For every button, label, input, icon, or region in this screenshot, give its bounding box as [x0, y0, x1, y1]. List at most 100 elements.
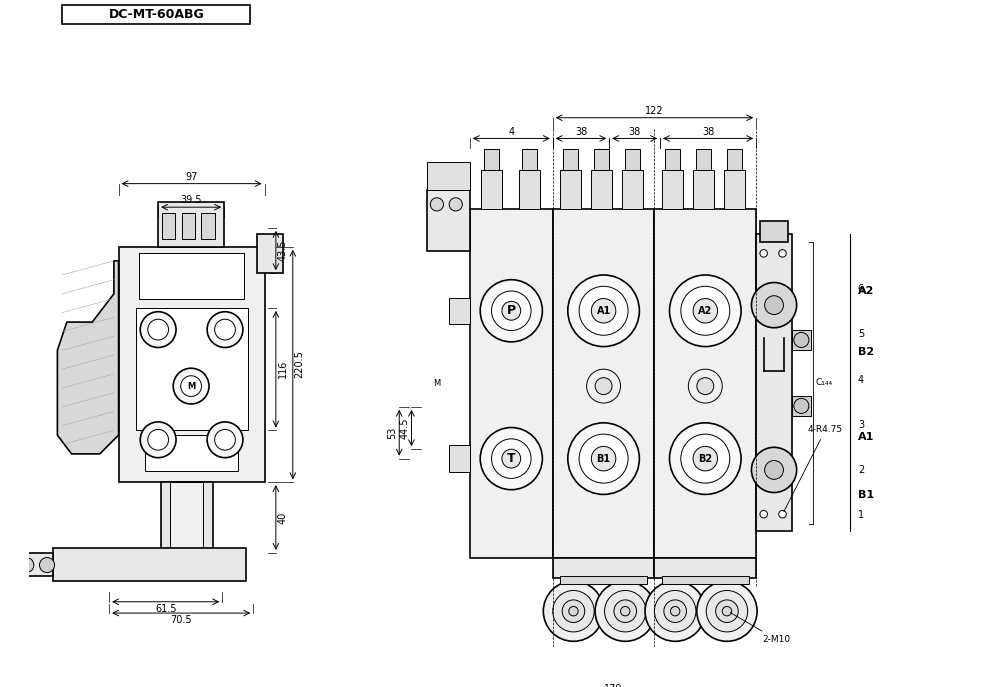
- Circle shape: [693, 299, 718, 323]
- Circle shape: [760, 510, 767, 518]
- Text: M: M: [433, 379, 441, 387]
- Bar: [792, 396, 811, 416]
- Text: 122: 122: [645, 106, 664, 116]
- Circle shape: [751, 447, 797, 493]
- Text: A2: A2: [698, 306, 712, 316]
- Circle shape: [492, 439, 531, 478]
- Circle shape: [697, 378, 714, 394]
- Text: 38: 38: [629, 126, 641, 137]
- Bar: [563, 149, 578, 170]
- Bar: [139, 254, 244, 299]
- Text: 4: 4: [858, 374, 864, 385]
- Bar: [560, 576, 647, 584]
- Circle shape: [722, 607, 732, 616]
- Bar: [665, 149, 680, 170]
- Bar: [560, 170, 581, 209]
- Circle shape: [681, 286, 730, 335]
- Circle shape: [173, 368, 209, 404]
- Circle shape: [591, 299, 616, 323]
- Circle shape: [480, 280, 542, 342]
- Circle shape: [664, 600, 686, 622]
- Bar: [470, 209, 553, 558]
- Text: A2: A2: [858, 286, 874, 296]
- Text: 44.5: 44.5: [400, 417, 410, 439]
- Circle shape: [181, 376, 201, 396]
- Bar: [522, 149, 537, 170]
- Text: 6: 6: [858, 284, 864, 294]
- Text: 38: 38: [575, 126, 587, 137]
- Circle shape: [765, 460, 783, 480]
- Circle shape: [595, 378, 612, 394]
- Circle shape: [693, 447, 718, 471]
- Circle shape: [215, 319, 235, 340]
- Circle shape: [670, 607, 680, 616]
- Circle shape: [502, 449, 521, 468]
- Text: 2: 2: [858, 465, 864, 475]
- Circle shape: [543, 581, 604, 642]
- Bar: [449, 445, 470, 472]
- Bar: [792, 330, 811, 350]
- Circle shape: [480, 427, 542, 490]
- Bar: [654, 209, 756, 558]
- Circle shape: [502, 302, 521, 320]
- Circle shape: [697, 581, 757, 642]
- Bar: [427, 190, 470, 251]
- Bar: [427, 162, 470, 190]
- Text: B2: B2: [698, 453, 712, 464]
- Bar: [756, 234, 792, 531]
- Circle shape: [39, 558, 55, 572]
- Text: 179: 179: [604, 684, 622, 687]
- Text: B2: B2: [858, 347, 874, 357]
- Bar: [257, 234, 283, 273]
- Circle shape: [569, 607, 578, 616]
- Bar: [162, 213, 175, 239]
- Bar: [201, 213, 215, 239]
- Circle shape: [215, 429, 235, 450]
- Circle shape: [605, 590, 646, 632]
- Bar: [591, 170, 612, 209]
- Circle shape: [779, 510, 786, 518]
- Circle shape: [148, 319, 169, 340]
- Circle shape: [568, 275, 639, 346]
- Circle shape: [587, 369, 621, 403]
- Text: 5: 5: [858, 329, 864, 339]
- Text: 39.5: 39.5: [180, 195, 202, 205]
- Circle shape: [670, 423, 741, 495]
- Circle shape: [553, 590, 594, 632]
- Circle shape: [794, 398, 809, 414]
- Bar: [170, 482, 203, 553]
- Circle shape: [207, 312, 243, 348]
- Text: 43.5: 43.5: [278, 240, 288, 261]
- Circle shape: [140, 422, 176, 458]
- Bar: [622, 170, 643, 209]
- Circle shape: [562, 600, 585, 622]
- Bar: [553, 558, 654, 578]
- Bar: [662, 576, 749, 584]
- Text: 40: 40: [278, 511, 288, 523]
- Text: B1: B1: [597, 453, 611, 464]
- Circle shape: [751, 282, 797, 328]
- Bar: [519, 170, 540, 209]
- Circle shape: [621, 607, 630, 616]
- Bar: [760, 221, 788, 242]
- Circle shape: [140, 312, 176, 348]
- Circle shape: [614, 600, 637, 622]
- Text: T: T: [507, 452, 516, 465]
- Bar: [484, 149, 499, 170]
- Text: C₁₄₄: C₁₄₄: [815, 379, 833, 387]
- Text: M: M: [187, 381, 195, 391]
- Circle shape: [688, 369, 722, 403]
- Text: 220.5: 220.5: [295, 350, 305, 379]
- Circle shape: [765, 295, 783, 315]
- Circle shape: [595, 581, 655, 642]
- Text: B1: B1: [858, 491, 874, 500]
- Circle shape: [579, 286, 628, 335]
- Circle shape: [716, 600, 738, 622]
- Bar: [724, 170, 745, 209]
- Text: 116: 116: [278, 360, 288, 379]
- Text: A1: A1: [596, 306, 611, 316]
- Text: 70.5: 70.5: [170, 615, 192, 625]
- Polygon shape: [57, 261, 119, 454]
- Text: P: P: [507, 304, 516, 317]
- Text: 4-R4.75: 4-R4.75: [784, 425, 843, 512]
